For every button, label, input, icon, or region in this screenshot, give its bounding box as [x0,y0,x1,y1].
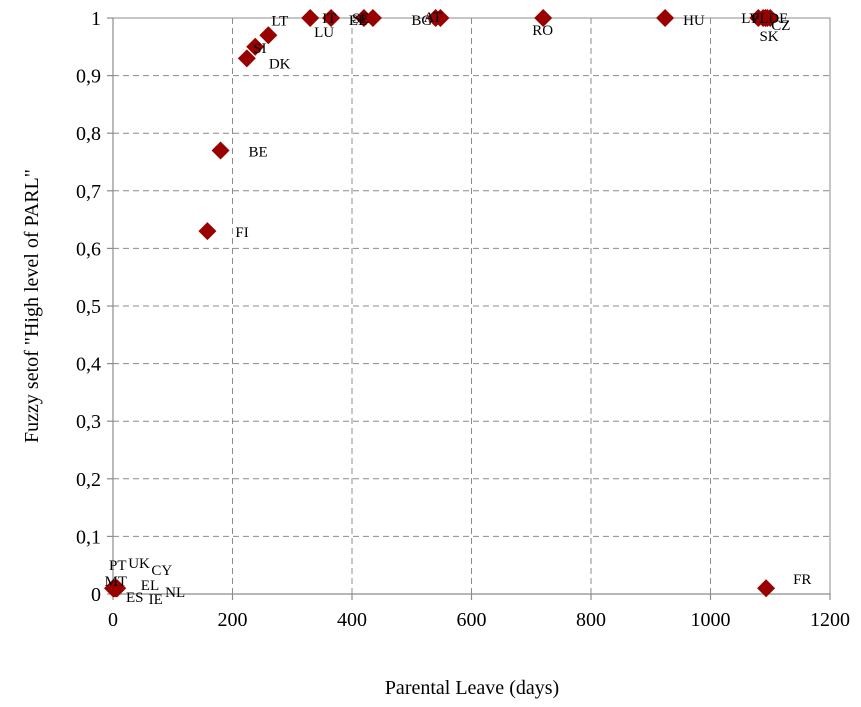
data-label-mt: MT [105,574,128,590]
x-tick-label: 0 [108,609,118,631]
data-point-fr [757,579,776,598]
data-label-it: IT [322,11,336,27]
data-point-be [211,141,230,160]
y-tick-label: 0,3 [76,411,101,433]
y-tick-label: 0,8 [76,123,101,145]
y-tick-label: 0,2 [76,469,101,491]
y-axis-title: Fuzzy setof "High level of PARL" [21,169,43,443]
y-tick-label: 0,5 [76,296,101,318]
x-tick-label: 600 [457,609,487,631]
data-point-fi [198,222,217,241]
data-label-lv: LV [741,11,760,27]
data-label-ie: IE [149,592,163,608]
x-tick-label: 1000 [691,609,731,631]
data-label-fi: FI [235,225,248,241]
data-point-lt [259,26,278,45]
data-label-dk: DK [269,56,291,72]
data-point-hu [656,9,675,27]
y-tick-label: 0,9 [76,66,101,88]
data-point-bg [431,9,450,27]
data-label-el: EL [141,578,159,594]
data-point-ro [534,9,553,27]
data-label-cy: CY [151,563,172,579]
data-label-de: DE [768,11,788,27]
data-point-it [301,9,320,27]
y-tick-label: 0,7 [76,181,101,203]
data-label-ee: EE [349,13,367,29]
x-tick-label: 200 [218,609,248,631]
x-tick-label: 800 [576,609,606,631]
y-tick-label: 0,6 [76,238,101,260]
data-label-se: SE [352,11,370,27]
data-point-nl [108,579,127,598]
data-label-pt: PT [109,558,127,574]
data-label-bg: BG [411,13,432,29]
y-tick-label: 1 [91,8,101,30]
data-label-fr: FR [793,572,811,588]
data-label-si: SI [253,41,266,57]
data-label-lt: LT [271,13,288,29]
y-tick-label: 0,4 [76,354,101,376]
data-label-es: ES [126,590,144,606]
data-label-lu: LU [314,25,334,41]
x-tick-label: 400 [337,609,367,631]
data-label-sk: SK [759,29,778,45]
data-label-hu: HU [683,13,705,29]
data-point-dk [237,49,256,68]
point-layer [104,9,780,598]
x-tick-label: 1200 [810,609,850,631]
data-point-ee [363,9,382,27]
data-label-cz: CZ [771,18,790,34]
data-label-at: AT [424,10,442,26]
data-label-nl: NL [165,585,185,601]
data-label-pl: PL [751,11,769,27]
plot-frame [112,17,831,595]
data-label-be: BE [249,144,268,160]
axis-layer: 0 0,1 0,2 0,3 0,4 0,5 0,6 0,7 0,8 0,9 1 0 200 400 600 8… [76,8,850,631]
data-point-si [246,37,265,56]
grid-layer [112,17,831,595]
y-tick-label: 0 [91,584,101,606]
data-label-uk: UK [128,556,150,572]
data-point-lu [322,9,341,27]
x-axis-title: Parental Leave (days) [385,677,559,699]
data-label-ro: RO [532,23,553,39]
y-tick-label: 0,1 [76,526,101,548]
data-point-cz [761,9,780,27]
